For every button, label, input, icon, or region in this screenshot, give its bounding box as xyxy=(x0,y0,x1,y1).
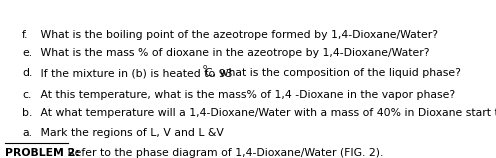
Text: C, what is the composition of the liquid phase?: C, what is the composition of the liquid… xyxy=(205,68,461,78)
Text: What is the boiling point of the azeotrope formed by 1,4-Dioxane/Water?: What is the boiling point of the azeotro… xyxy=(37,30,438,40)
Text: d.: d. xyxy=(22,68,32,78)
Text: Mark the regions of L, V and L &V: Mark the regions of L, V and L &V xyxy=(37,128,224,138)
Text: o: o xyxy=(202,64,206,70)
Text: c.: c. xyxy=(22,90,31,100)
Text: b.: b. xyxy=(22,108,32,118)
Text: At what temperature will a 1,4-Dioxane/Water with a mass of 40% in Dioxane start: At what temperature will a 1,4-Dioxane/W… xyxy=(37,108,496,118)
Text: What is the mass % of dioxane in the azeotrope by 1,4-Dioxane/Water?: What is the mass % of dioxane in the aze… xyxy=(37,48,430,58)
Text: f.: f. xyxy=(22,30,28,40)
Text: Refer to the phase diagram of 1,4-Dioxane/Water (FIG. 2).: Refer to the phase diagram of 1,4-Dioxan… xyxy=(64,148,383,158)
Text: PROBLEM 2:: PROBLEM 2: xyxy=(5,148,80,158)
Text: If the mixture in (b) is heated to 93: If the mixture in (b) is heated to 93 xyxy=(37,68,233,78)
Text: At this temperature, what is the mass% of 1,4 -Dioxane in the vapor phase?: At this temperature, what is the mass% o… xyxy=(37,90,455,100)
Text: e.: e. xyxy=(22,48,32,58)
Text: a.: a. xyxy=(22,128,32,138)
